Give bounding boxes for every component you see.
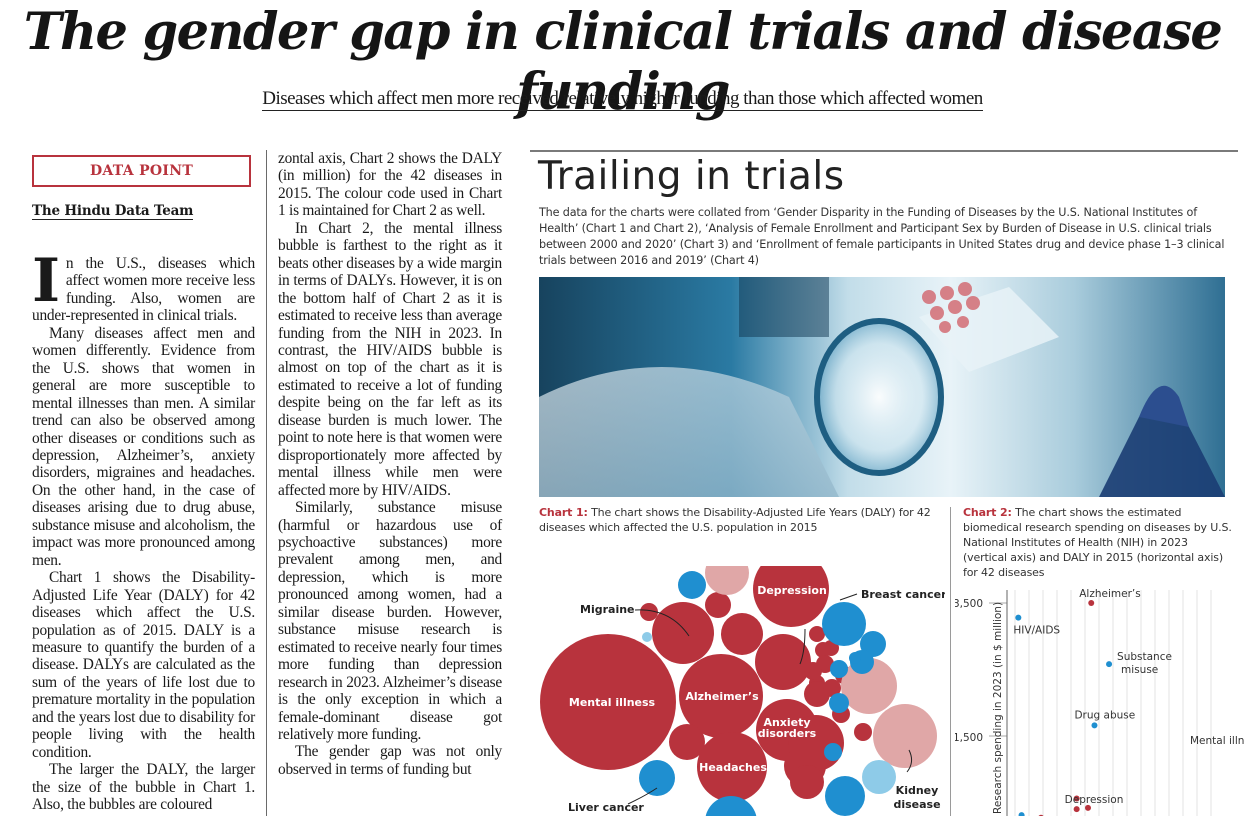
chart2-point (1085, 804, 1091, 811)
label-kidney-2: disease (893, 798, 940, 811)
label-arrows (627, 593, 913, 805)
bubble-small (755, 634, 811, 690)
bubble-kidney (873, 704, 937, 768)
bubble-male (678, 571, 706, 599)
chart2-label: Chart 2: (963, 506, 1012, 519)
label-kidney-1: Kidney (896, 784, 939, 797)
bubble-male (849, 652, 861, 664)
graphic-top-rule (530, 150, 1238, 152)
paragraph: In Chart 2, the mental illness bubble is… (278, 219, 502, 499)
headline: The gender gap in clinical trials and di… (23, 2, 1223, 122)
bubble-male (705, 796, 757, 816)
article-column-2: zontal axis, Chart 2 shows the DALY (in … (278, 150, 502, 778)
bubble-small (790, 765, 824, 799)
subheadline-text: Diseases which affect men more received … (262, 88, 983, 111)
paragraph: The gender gap was not only observed in … (278, 743, 502, 778)
subheadline: Diseases which affect men more received … (0, 88, 1245, 111)
label-liver-cancer: Liver cancer (568, 801, 644, 814)
bubble-male (830, 660, 848, 678)
bubble-light-female (705, 566, 749, 595)
chart2-divider (950, 507, 951, 816)
bubble-alzheimers (679, 654, 763, 738)
lead-text: n the U.S., diseases which affect women … (32, 255, 255, 325)
label-anxiety-2: disorders (758, 727, 817, 740)
chart2-point (1018, 812, 1025, 816)
bubble-male (860, 631, 886, 657)
chart2-point-label: Drug abuse (1074, 709, 1135, 721)
bubble-liver-cancer (639, 760, 675, 796)
paragraph: Chart 1 shows the Disability-Adjusted Li… (32, 569, 255, 761)
label-migraine: Migraine (580, 603, 635, 616)
chart2-point-label: Alzheimer’s (1079, 588, 1140, 600)
bubble-small (809, 626, 825, 642)
chart2-point-label: Depression (1065, 794, 1124, 806)
label-alzheimers: Alzheimer’s (685, 690, 759, 703)
bubble-headaches (697, 732, 767, 802)
bubble-small (854, 723, 872, 741)
chart2-points (1015, 600, 1113, 816)
bubble-small (823, 679, 841, 697)
chart2-point-label: Substance (1117, 651, 1172, 663)
graphic-title: Trailing in trials (538, 154, 845, 199)
bubble-depression (753, 566, 829, 627)
ytick-3500: 3,500 (955, 598, 983, 610)
lab-photo-illustration (539, 277, 1225, 497)
paragraph: Many diseases affect men and women diffe… (32, 324, 255, 569)
graphic-description: The data for the charts were collated fr… (539, 206, 1225, 267)
data-point-label: DATA POINT (32, 155, 251, 187)
chart2-grid (989, 590, 1212, 816)
bubble-small (669, 724, 705, 760)
label-headaches: Headaches (699, 761, 767, 774)
ytick-1500: 1,500 (955, 732, 983, 744)
bubble-neutral (642, 632, 652, 642)
chart2-point (1088, 600, 1095, 606)
chart2-point (1091, 722, 1098, 729)
chart2-scatter: Research spending in 2023 (in $ million)… (955, 588, 1245, 816)
chart1-caption-text: The chart shows the Disability-Adjusted … (539, 506, 931, 534)
chart2-point-label: HIV/AIDS (1013, 625, 1060, 637)
chart2-point (1073, 806, 1080, 813)
drop-cap: I (32, 246, 60, 316)
chart2-point (1073, 795, 1080, 802)
chart1-label: Chart 1: (539, 506, 588, 519)
bubble-male (824, 743, 842, 761)
bubble-neutral (862, 760, 896, 794)
label-mental-illness: Mental illness (569, 696, 656, 709)
byline: The Hindu Data Team (32, 203, 194, 220)
chart2-caption-text: The chart shows the estimated biomedical… (963, 506, 1232, 579)
bubble-male (825, 776, 865, 816)
paragraph: The larger the DALY, the larger the size… (32, 761, 255, 814)
chart1-bubble-chart: Depression Mental illness Alzheimer’s An… (540, 566, 945, 816)
bubble-light-female (841, 658, 897, 714)
bubble-small (804, 662, 822, 680)
bubbles (540, 566, 937, 816)
paragraph: Similarly, substance misuse (harmful or … (278, 499, 502, 743)
lab-photo (539, 277, 1225, 497)
bubble-small (815, 642, 831, 658)
column-divider (266, 150, 267, 816)
chart2-caption: Chart 2: The chart shows the estimated b… (963, 505, 1233, 580)
chart1-caption: Chart 1: The chart shows the Disability-… (539, 505, 944, 535)
chart2-ylabel: Research spending in 2023 (in $ million) (992, 602, 1004, 814)
chart2-point (1106, 661, 1113, 668)
bubble-small (640, 603, 658, 621)
bubble-migraine (652, 602, 714, 664)
label-anxiety-1: Anxiety (763, 716, 810, 729)
bubble-male (829, 693, 849, 713)
chart2-point-label: misuse (1121, 664, 1158, 676)
label-breast-cancer: Breast cancer (861, 588, 945, 601)
paragraph: zontal axis, Chart 2 shows the DALY (in … (278, 150, 502, 220)
bubble-mental-illness (540, 634, 676, 770)
bubble-breast-cancer (822, 602, 866, 646)
bubble-small (721, 613, 763, 655)
bubble-small (705, 592, 731, 618)
chart2-point-label: Mental illness (1190, 735, 1245, 747)
chart2-point (1015, 614, 1022, 621)
label-depression: Depression (757, 584, 827, 597)
